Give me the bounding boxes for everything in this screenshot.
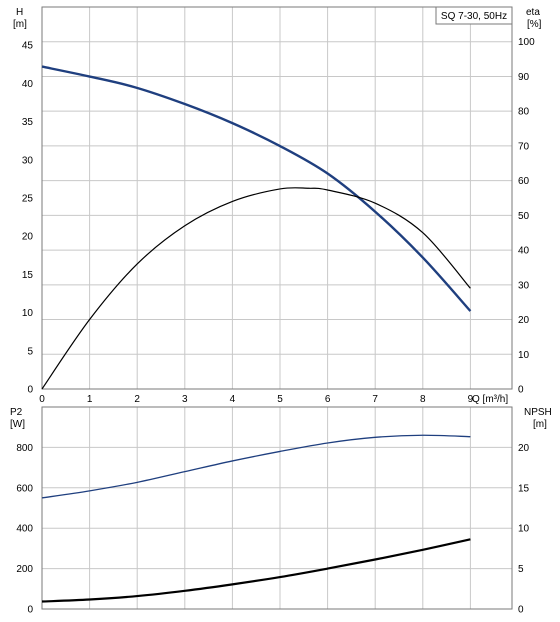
y-left-tick-label: 30	[22, 155, 34, 166]
x-tick-label: 6	[325, 394, 331, 405]
y-left-axis-unit: [W]	[10, 419, 25, 430]
x-tick-label: 8	[420, 394, 426, 405]
chart-title: SQ 7-30, 50Hz	[441, 11, 507, 22]
y-right-axis-unit: [%]	[527, 19, 542, 30]
y-left-tick-label: 45	[22, 41, 34, 52]
series-line-npsh	[41, 538, 471, 603]
y-left-tick-label: 0	[27, 385, 33, 396]
y-right-tick-label: 60	[518, 176, 530, 187]
y-left-axis-label: P2	[10, 407, 23, 418]
y-left-tick-label: 35	[22, 117, 34, 128]
y-left-tick-label: 400	[16, 524, 33, 535]
y-right-tick-label: 0	[518, 385, 524, 396]
y-right-tick-label: 5	[518, 564, 524, 575]
y-left-axis-label: H	[16, 7, 23, 18]
x-axis-label: Q [m³/h]	[472, 394, 508, 405]
y-right-axis-label: eta	[526, 7, 540, 18]
y-right-tick-label: 50	[518, 211, 530, 222]
series-line-power	[41, 434, 471, 499]
x-tick-label: 3	[182, 394, 188, 405]
y-left-axis-unit: [m]	[13, 19, 27, 30]
y-right-tick-label: 40	[518, 246, 530, 257]
y-left-tick-label: 40	[22, 79, 34, 90]
x-tick-label: 9	[468, 394, 474, 405]
plot-area-frame	[41, 406, 513, 610]
y-right-tick-label: 20	[518, 315, 530, 326]
x-tick-label: 2	[134, 394, 140, 405]
x-tick-label: 4	[230, 394, 236, 405]
y-right-tick-label: 10	[518, 524, 530, 535]
y-left-tick-label: 15	[22, 270, 34, 281]
y-left-tick-label: 200	[16, 564, 33, 575]
y-right-tick-label: 80	[518, 107, 530, 118]
plot-area-frame	[41, 6, 513, 390]
chart-title-box	[435, 6, 513, 25]
y-left-tick-label: 800	[16, 443, 33, 454]
y-right-tick-label: 70	[518, 141, 530, 152]
y-right-tick-label: 0	[518, 605, 524, 616]
y-right-axis-unit: [m]	[533, 419, 547, 430]
x-tick-label: 7	[372, 394, 378, 405]
y-left-tick-label: 20	[22, 232, 34, 243]
y-right-tick-label: 10	[518, 350, 530, 361]
y-right-tick-label: 90	[518, 72, 530, 83]
y-left-tick-label: 25	[22, 194, 34, 205]
y-left-tick-label: 0	[27, 605, 33, 616]
y-left-tick-label: 10	[22, 308, 34, 319]
series-line-efficiency	[41, 187, 471, 390]
series-line-head	[41, 65, 472, 312]
y-right-tick-label: 20	[518, 443, 530, 454]
y-right-axis-label: NPSH	[524, 407, 552, 418]
x-tick-label: 0	[39, 394, 45, 405]
y-right-tick-label: 15	[518, 483, 530, 494]
y-left-tick-label: 5	[27, 346, 33, 357]
y-right-tick-label: 100	[518, 37, 535, 48]
y-right-tick-label: 30	[518, 280, 530, 291]
x-tick-label: 5	[277, 394, 283, 405]
x-tick-label: 1	[87, 394, 93, 405]
y-left-tick-label: 600	[16, 483, 33, 494]
